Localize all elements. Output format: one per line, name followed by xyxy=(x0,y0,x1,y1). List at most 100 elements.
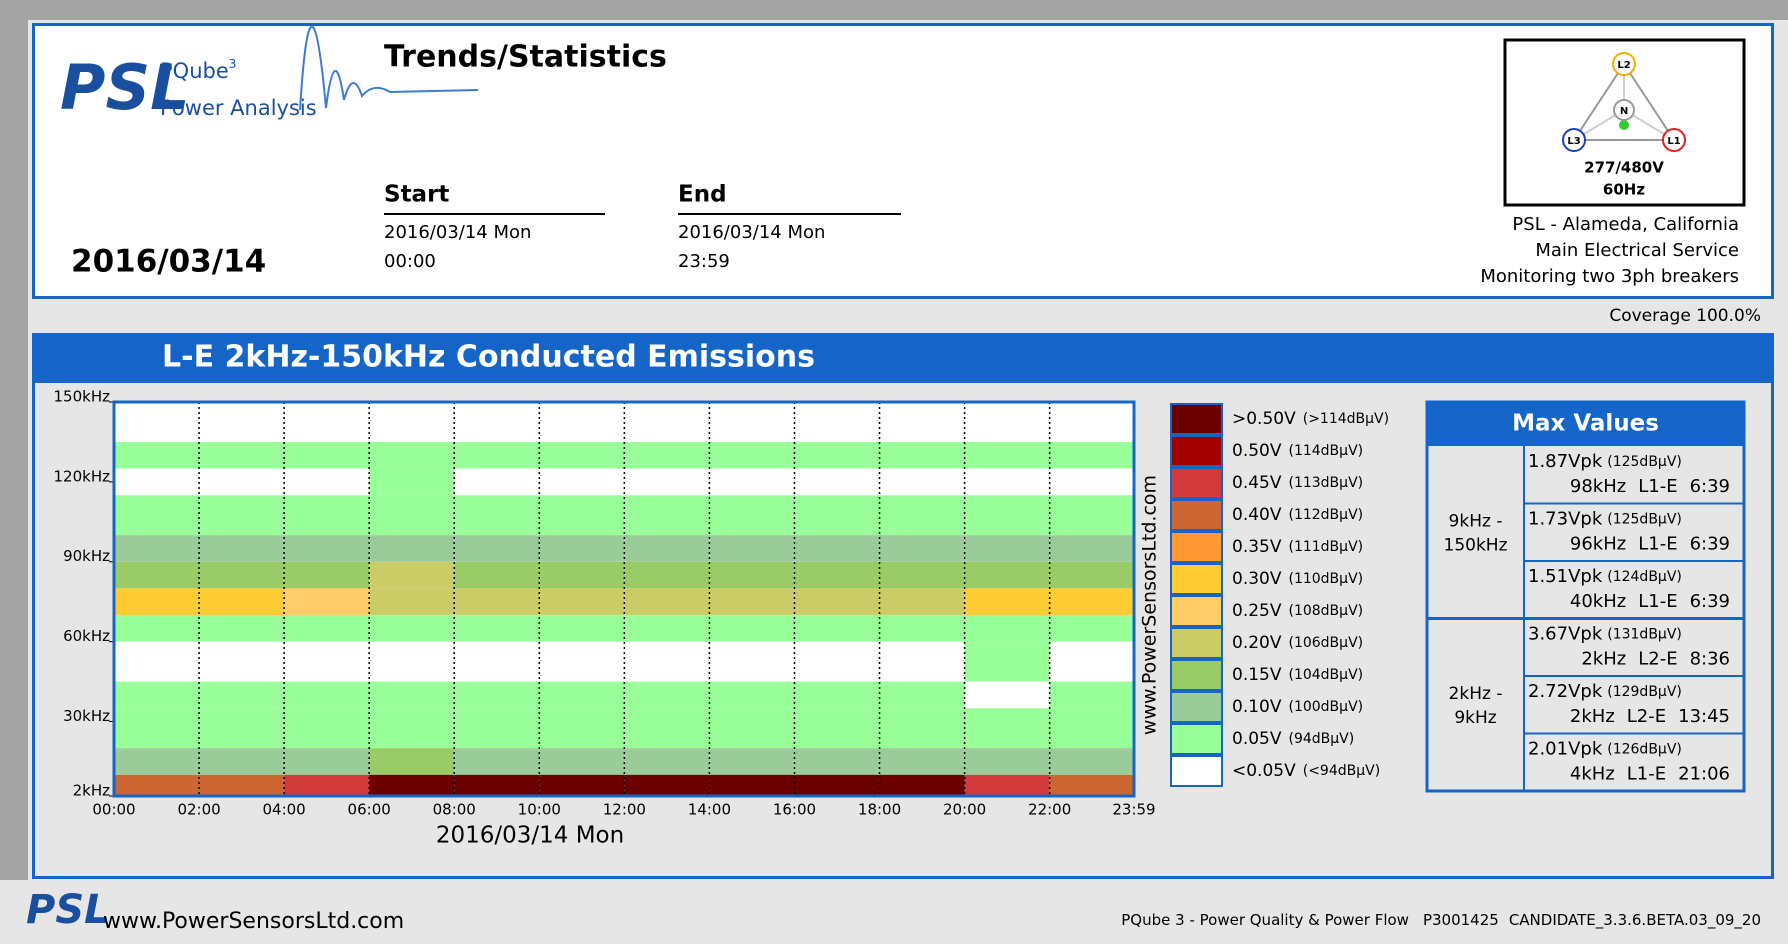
heatmap-cell xyxy=(709,441,795,469)
heatmap-cell xyxy=(794,588,880,615)
legend-label: 0.45V xyxy=(1232,473,1282,493)
max-value-freq: 98kHz xyxy=(1570,476,1626,497)
legend-swatch xyxy=(1170,627,1223,659)
x-axis-label: 2016/03/14 Mon xyxy=(436,823,624,849)
x-tick-label: 02:00 xyxy=(177,801,220,819)
heatmap-cell xyxy=(1049,441,1134,469)
node xyxy=(1612,52,1636,76)
heatmap-cell xyxy=(284,614,370,642)
heatmap-cell xyxy=(454,468,540,496)
node xyxy=(1562,128,1586,152)
legend-entry: >0.50V (>114dBµV) xyxy=(1232,409,1389,429)
max-value-channel: L1-E xyxy=(1627,764,1666,785)
max-value-db: (124dBµV) xyxy=(1607,569,1682,585)
heatmap-cell xyxy=(369,535,455,562)
heatmap-cell xyxy=(964,641,1050,682)
heatmap-cell xyxy=(709,641,795,682)
coverage: Coverage 100.0% xyxy=(1609,306,1761,326)
end-label: End xyxy=(678,182,727,208)
heatmap-cell xyxy=(539,774,625,796)
heatmap-cell xyxy=(199,402,285,442)
watermark: www.PowerSensorsLtd.com xyxy=(1139,475,1161,735)
ground xyxy=(1619,120,1629,130)
heatmap-cell xyxy=(794,748,880,775)
x-tick-label: 08:00 xyxy=(433,801,476,819)
heatmap-cell xyxy=(369,468,455,496)
legend-swatch xyxy=(1170,403,1223,435)
heatmap-cell xyxy=(964,588,1050,615)
legend-entry: 0.20V (106dBµV) xyxy=(1232,633,1363,653)
node-label: N xyxy=(1620,106,1628,117)
legend-note: (104dBµV) xyxy=(1288,667,1363,683)
heatmap-cell xyxy=(1049,561,1134,589)
heatmap-cell xyxy=(794,468,880,496)
heatmap-cell xyxy=(539,402,625,442)
heatmap-cell xyxy=(709,588,795,615)
max-value: 1.87Vpk (125dBµV) xyxy=(1528,451,1682,472)
legend-note: (>114dBµV) xyxy=(1303,411,1389,427)
legend-entry: 0.50V (114dBµV) xyxy=(1232,441,1363,461)
max-value-detail: 98kHz L1-E 6:39 xyxy=(1570,476,1730,497)
legend-label: 0.25V xyxy=(1232,601,1282,621)
max-value-channel: L2-E xyxy=(1638,649,1677,670)
footer-version: CANDIDATE_3.3.6.BETA.03_09_20 xyxy=(1509,911,1761,930)
heatmap-cell xyxy=(539,681,625,709)
heatmap-cell xyxy=(1049,708,1134,749)
subtitle: Power Analysis xyxy=(160,96,317,120)
max-value: 2.72Vpk (129dBµV) xyxy=(1528,681,1682,702)
heatmap-cell xyxy=(964,402,1050,442)
heatmap-cell xyxy=(454,441,540,469)
legend-label: 0.35V xyxy=(1232,537,1282,557)
heatmap-cell xyxy=(199,614,285,642)
heatmap-cell xyxy=(199,708,285,749)
node-label: L3 xyxy=(1567,136,1580,147)
max-value-db: (126dBµV) xyxy=(1607,742,1682,758)
max-value-db: (131dBµV) xyxy=(1607,627,1682,643)
legend-swatch xyxy=(1170,499,1223,531)
table-box xyxy=(1425,400,1746,793)
heatmap-cell xyxy=(879,708,965,749)
max-value-time: 6:39 xyxy=(1690,476,1730,497)
heatmap-cell xyxy=(199,495,285,536)
x-tick-label: 06:00 xyxy=(348,801,391,819)
heatmap-cell xyxy=(539,614,625,642)
legend-entry: 0.45V (113dBµV) xyxy=(1232,473,1363,493)
heatmap-cell xyxy=(369,708,455,749)
heatmap-cell xyxy=(624,614,710,642)
group-range: 9kHz - 150kHz xyxy=(1444,511,1508,555)
legend-note: (114dBµV) xyxy=(1288,443,1363,459)
max-value-channel: L1-E xyxy=(1638,534,1677,555)
heatmap-cell xyxy=(539,441,625,469)
heatmap-cell xyxy=(369,495,455,536)
heatmap-cell xyxy=(199,535,285,562)
x-tick-label: 00:00 xyxy=(92,801,135,819)
heatmap-cell xyxy=(1049,495,1134,536)
legend-label: 0.50V xyxy=(1232,441,1282,461)
group-range-line: 150kHz xyxy=(1444,535,1508,555)
heatmap-cell xyxy=(539,468,625,496)
legend-swatch xyxy=(1170,531,1223,563)
heatmap-cell xyxy=(879,468,965,496)
node-label: L1 xyxy=(1667,136,1680,147)
max-value-volts: 2.72Vpk xyxy=(1528,681,1603,702)
heatmap-cell xyxy=(1049,681,1134,709)
max-value-time: 8:36 xyxy=(1690,649,1730,670)
heatmap-cell xyxy=(369,774,455,796)
footer-product: PQube 3 - Power Quality & Power Flow xyxy=(1121,911,1409,929)
heatmap-cell xyxy=(624,681,710,709)
product-sup: 3 xyxy=(229,57,237,71)
max-value: 1.73Vpk (125dBµV) xyxy=(1528,509,1682,530)
heatmap-cell xyxy=(284,561,370,589)
heatmap-cell xyxy=(114,495,200,536)
legend-entry: 0.35V (111dBµV) xyxy=(1232,537,1363,557)
heatmap-cell xyxy=(369,614,455,642)
x-tick-label: 22:00 xyxy=(1028,801,1071,819)
heatmap-cell xyxy=(879,535,965,562)
footer-info: PQube 3 - Power Quality & Power Flow P300… xyxy=(1121,911,1761,930)
table-title: Max Values xyxy=(1512,411,1659,437)
x-tick-label: 16:00 xyxy=(773,801,816,819)
heatmap-cell xyxy=(114,468,200,496)
heatmap-cell xyxy=(794,441,880,469)
max-value-volts: 1.87Vpk xyxy=(1528,451,1603,472)
heatmap-cell xyxy=(624,402,710,442)
